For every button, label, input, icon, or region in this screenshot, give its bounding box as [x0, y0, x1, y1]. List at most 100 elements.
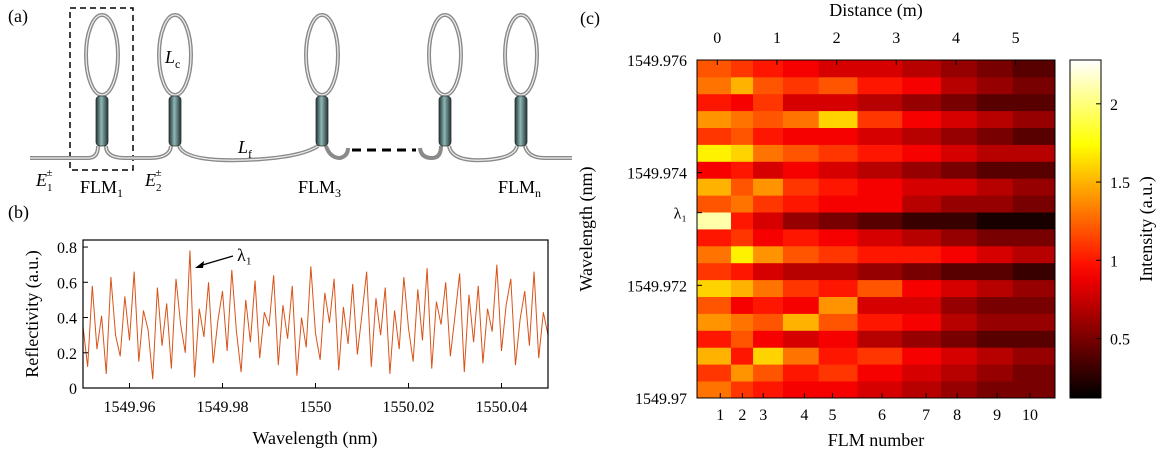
- heatmap-cell: [1012, 245, 1056, 264]
- heatmap-cell: [1012, 347, 1056, 365]
- heatmap-cell: [976, 60, 1014, 78]
- heatmap-cell: [976, 262, 1014, 281]
- heatmap-cell: [857, 93, 903, 112]
- heatmap-cell: [1012, 364, 1056, 382]
- heatmap-cell: [941, 195, 978, 213]
- heatmap-cell: [941, 127, 978, 145]
- heatmap-cell: [818, 110, 858, 128]
- heatmap-cell: [818, 330, 858, 348]
- heatmap-cell: [941, 161, 978, 179]
- x-axis-label: Wavelength (nm): [252, 428, 377, 449]
- heatmap-cell: [753, 347, 784, 365]
- annotation-arrowhead: [195, 261, 204, 268]
- heatmap-cell: [818, 364, 858, 382]
- heatmap-cell: [941, 279, 978, 297]
- x-tick-label: 9: [993, 407, 1001, 424]
- top-axis-label: Distance (m): [829, 0, 922, 21]
- heatmap-cell: [782, 212, 820, 230]
- annotation-arrow: [198, 255, 234, 267]
- fiber-core: [30, 145, 572, 161]
- heatmap-cell: [941, 93, 978, 112]
- heatmap-cell: [857, 178, 903, 196]
- heatmap-cell: [1012, 229, 1056, 247]
- heatmap-cell: [857, 364, 903, 382]
- heatmap-cell: [902, 296, 942, 314]
- heatmap-cell: [753, 245, 784, 264]
- heatmap-cell: [941, 381, 978, 399]
- heatmap-cell: [697, 212, 732, 230]
- heatmap-cell: [818, 60, 858, 78]
- heatmap-cell: [976, 381, 1014, 399]
- heatmap-cell: [753, 178, 784, 196]
- heatmap-cell: [976, 93, 1014, 112]
- heatmap-cell: [731, 381, 754, 399]
- x-tick-label: 1549.96: [104, 399, 156, 416]
- heatmap-cell: [857, 313, 903, 331]
- x-tick-label: 10: [1022, 407, 1038, 424]
- x-tick-label: 1550.02: [383, 399, 435, 416]
- heatmap-cell: [976, 178, 1014, 196]
- heatmap-cell: [697, 262, 732, 281]
- heatmap-cell: [976, 313, 1014, 331]
- heatmap-cell: [976, 161, 1014, 179]
- mirror-label: FLMn: [498, 177, 541, 200]
- heatmap-cell: [697, 127, 732, 145]
- heatmap-cell: [753, 313, 784, 331]
- heatmap-cell: [1012, 313, 1056, 331]
- heatmap-cell: [1012, 127, 1056, 145]
- x-tick-label: 2: [738, 407, 746, 424]
- heatmap-cell: [1012, 178, 1056, 196]
- heatmap-cell: [976, 347, 1014, 365]
- highlight-box: [69, 7, 134, 171]
- heatmap-cell: [753, 262, 784, 281]
- heatmap-cell: [976, 127, 1014, 145]
- heatmap-cell: [753, 364, 784, 382]
- y-tick-label: 0.2: [57, 346, 77, 363]
- heatmap-cell: [818, 161, 858, 179]
- y-tick-label: 1549.976: [627, 53, 687, 70]
- heatmap-cell: [818, 93, 858, 112]
- y-tick-label: 0.8: [57, 240, 77, 257]
- heatmap-cell: [731, 60, 754, 78]
- heatmap-cell: [782, 60, 820, 78]
- diagram: (a): [8, 6, 572, 200]
- y-axis-label: Wavelength (nm): [576, 166, 597, 291]
- heatmap-cell: [941, 364, 978, 382]
- colorbar-label: Intensity (a.u.): [1136, 176, 1157, 281]
- heatmap-cell: [1012, 144, 1056, 162]
- heatmap-cell: [1012, 161, 1056, 179]
- heatmap-cell: [941, 330, 978, 348]
- top-tick-label: 2: [833, 30, 841, 47]
- heatmap-cell: [902, 313, 942, 331]
- heatmap-cell: [976, 229, 1014, 247]
- heatmap-cell: [753, 161, 784, 179]
- couplers: [95, 95, 528, 147]
- fiber-length-label: Lf: [237, 137, 252, 161]
- heatmap-cell: [976, 110, 1014, 128]
- heatmap-cell: [731, 262, 754, 281]
- heatmap-cell: [697, 195, 732, 213]
- heatmap-cell: [976, 296, 1014, 314]
- heatmap-cell: [731, 347, 754, 365]
- heatmap-cell: [697, 347, 732, 365]
- x-tick-label: 5: [828, 407, 836, 424]
- heatmap-cell: [818, 313, 858, 331]
- x-tick-label: 6: [878, 407, 886, 424]
- heatmap-cell: [782, 347, 820, 365]
- heatmap-cell: [782, 296, 820, 314]
- top-tick-label: 5: [1012, 30, 1020, 47]
- heatmap-cell: [1012, 76, 1056, 95]
- field-label: E1±: [35, 167, 53, 194]
- heatmap-cell: [857, 245, 903, 264]
- heatmap-cell: [902, 245, 942, 264]
- x-tick-label: 1550: [300, 399, 332, 416]
- heatmap-cell: [857, 161, 903, 179]
- heatmap-cell: [902, 110, 942, 128]
- heatmap-cell: [753, 296, 784, 314]
- heatmap-cell: [941, 110, 978, 128]
- heatmap-cell: [818, 279, 858, 297]
- heatmap-cell: [976, 144, 1014, 162]
- heatmap-cell: [697, 76, 732, 95]
- x-tick-label: 7: [922, 407, 930, 424]
- heatmap-cell: [697, 296, 732, 314]
